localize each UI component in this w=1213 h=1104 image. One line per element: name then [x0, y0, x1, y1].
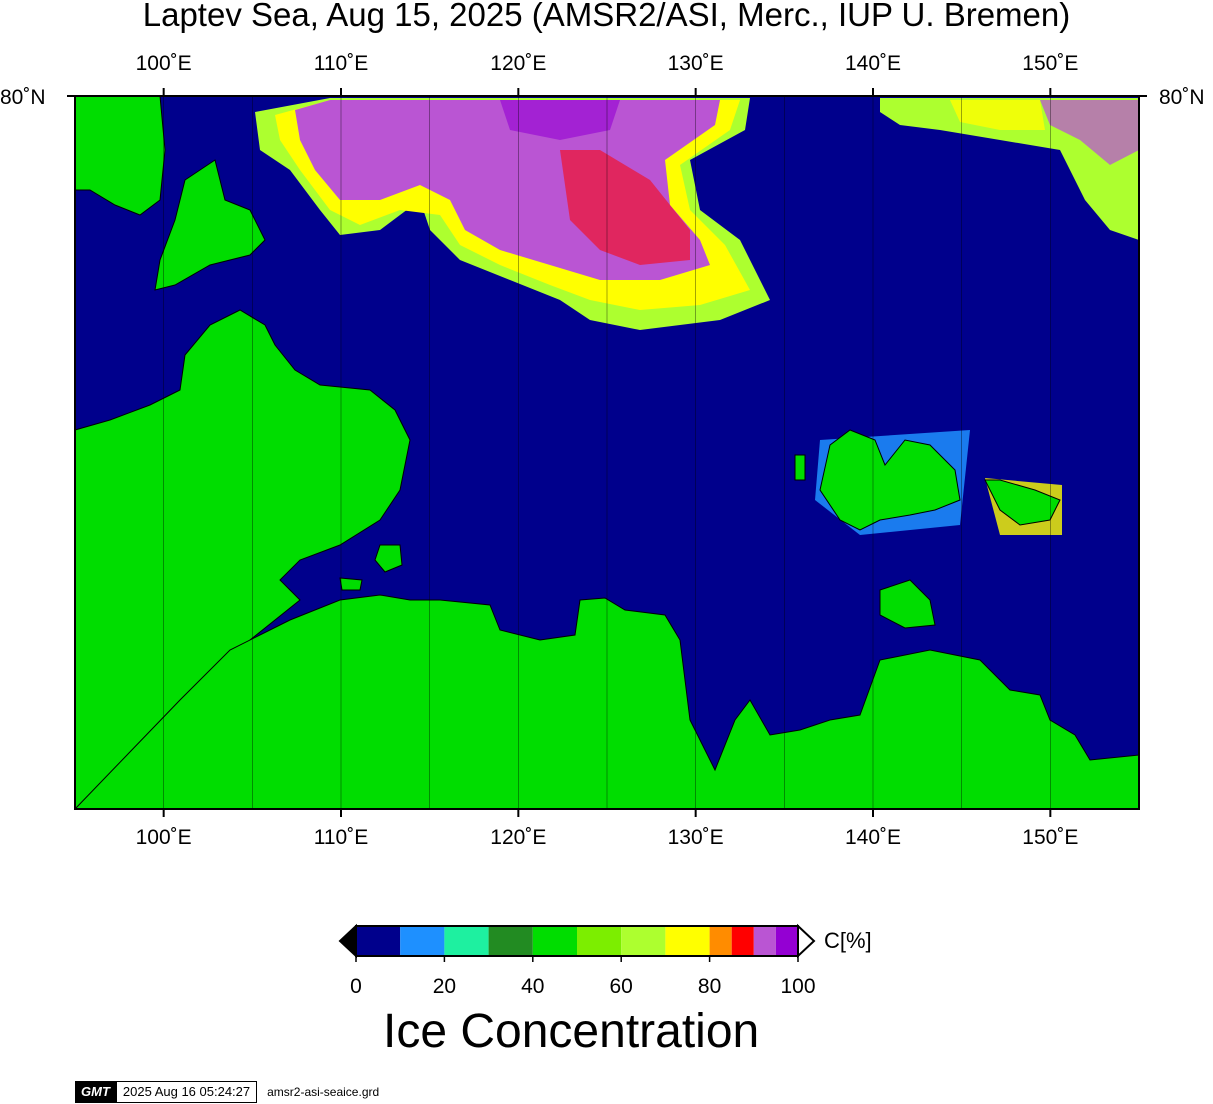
colorbar-overflow-triangle	[797, 923, 816, 959]
colorbar-bin	[356, 926, 401, 956]
lon-label-top: 100˚E	[135, 52, 192, 75]
timestamp: 2025 Aug 16 05:24:27	[115, 1081, 258, 1103]
colorbar-bin	[577, 926, 622, 956]
lon-label-top: 120˚E	[490, 52, 547, 75]
colorbar-ticks	[355, 956, 799, 962]
lat-label-right: 80˚N	[1159, 86, 1205, 109]
lon-label-bottom: 150˚E	[1022, 826, 1079, 849]
colorbar-bin	[488, 926, 533, 956]
ice-east-strip-yellow	[950, 100, 1045, 130]
frame-ticks	[67, 88, 1147, 817]
land-lyakhovsky-islands	[879, 579, 936, 629]
lon-label-top: 150˚E	[1022, 52, 1079, 75]
map-frame	[74, 95, 1140, 810]
lon-label-bottom: 100˚E	[135, 826, 192, 849]
grid-filename: amsr2-asi-seaice.grd	[267, 1085, 380, 1099]
colorbar-tick-label: 40	[521, 975, 545, 998]
colorbar-tick-label: 100	[780, 975, 816, 998]
colorbar-bin	[665, 926, 710, 956]
land-bolshevik-island	[154, 159, 266, 291]
colorbar-bin	[775, 926, 798, 956]
colorbar-bin	[709, 926, 732, 956]
colorbar-title: Ice Concentration	[383, 1005, 760, 1058]
colorbar-underflow-triangle	[338, 923, 357, 959]
graticule	[163, 96, 1051, 809]
colorbar-bin	[621, 926, 666, 956]
land-severnaya-zemlya-north	[74, 95, 166, 216]
gmt-logo: GMT	[75, 1081, 116, 1103]
lon-label-top: 110˚E	[313, 52, 369, 75]
colorbar	[338, 923, 816, 962]
ice-east-strip-core	[1040, 100, 1139, 165]
land-small-island-1	[339, 577, 363, 591]
colorbar-bin	[444, 926, 489, 956]
colorbar-tick-label: 20	[432, 975, 457, 998]
footer: GMT 2025 Aug 16 05:24:27 amsr2-asi-seaic…	[75, 1081, 379, 1103]
colorbar-bin	[532, 926, 577, 956]
ice-core-red	[560, 150, 690, 265]
land-small-island-2	[794, 454, 806, 481]
lon-label-bottom: 120˚E	[490, 826, 547, 849]
colorbar-bin	[753, 926, 776, 956]
land-kotelny-island	[819, 429, 961, 531]
lon-label-bottom: 110˚E	[313, 826, 369, 849]
colorbar-tick-label: 0	[350, 975, 362, 998]
land-begichev-island	[374, 544, 403, 573]
lat-label-left: 80˚N	[0, 86, 46, 109]
colorbar-tick-label: 80	[697, 975, 722, 998]
colorbar-bins	[356, 926, 798, 956]
land-bennett-island	[984, 479, 1061, 526]
lon-label-top: 130˚E	[667, 52, 724, 75]
ice-core-violet	[500, 100, 620, 140]
colorbar-bin	[400, 926, 445, 956]
lon-label-bottom: 130˚E	[667, 826, 724, 849]
lon-label-top: 140˚E	[844, 52, 902, 75]
colorbar-tick-label: 60	[609, 975, 633, 998]
map-title: Laptev Sea, Aug 15, 2025 (AMSR2/ASI, Mer…	[142, 0, 1071, 33]
lon-label-bottom: 140˚E	[844, 826, 902, 849]
colorbar-bin	[731, 926, 754, 956]
colorbar-frame	[355, 925, 799, 957]
colorbar-unit: C[%]	[824, 928, 872, 953]
